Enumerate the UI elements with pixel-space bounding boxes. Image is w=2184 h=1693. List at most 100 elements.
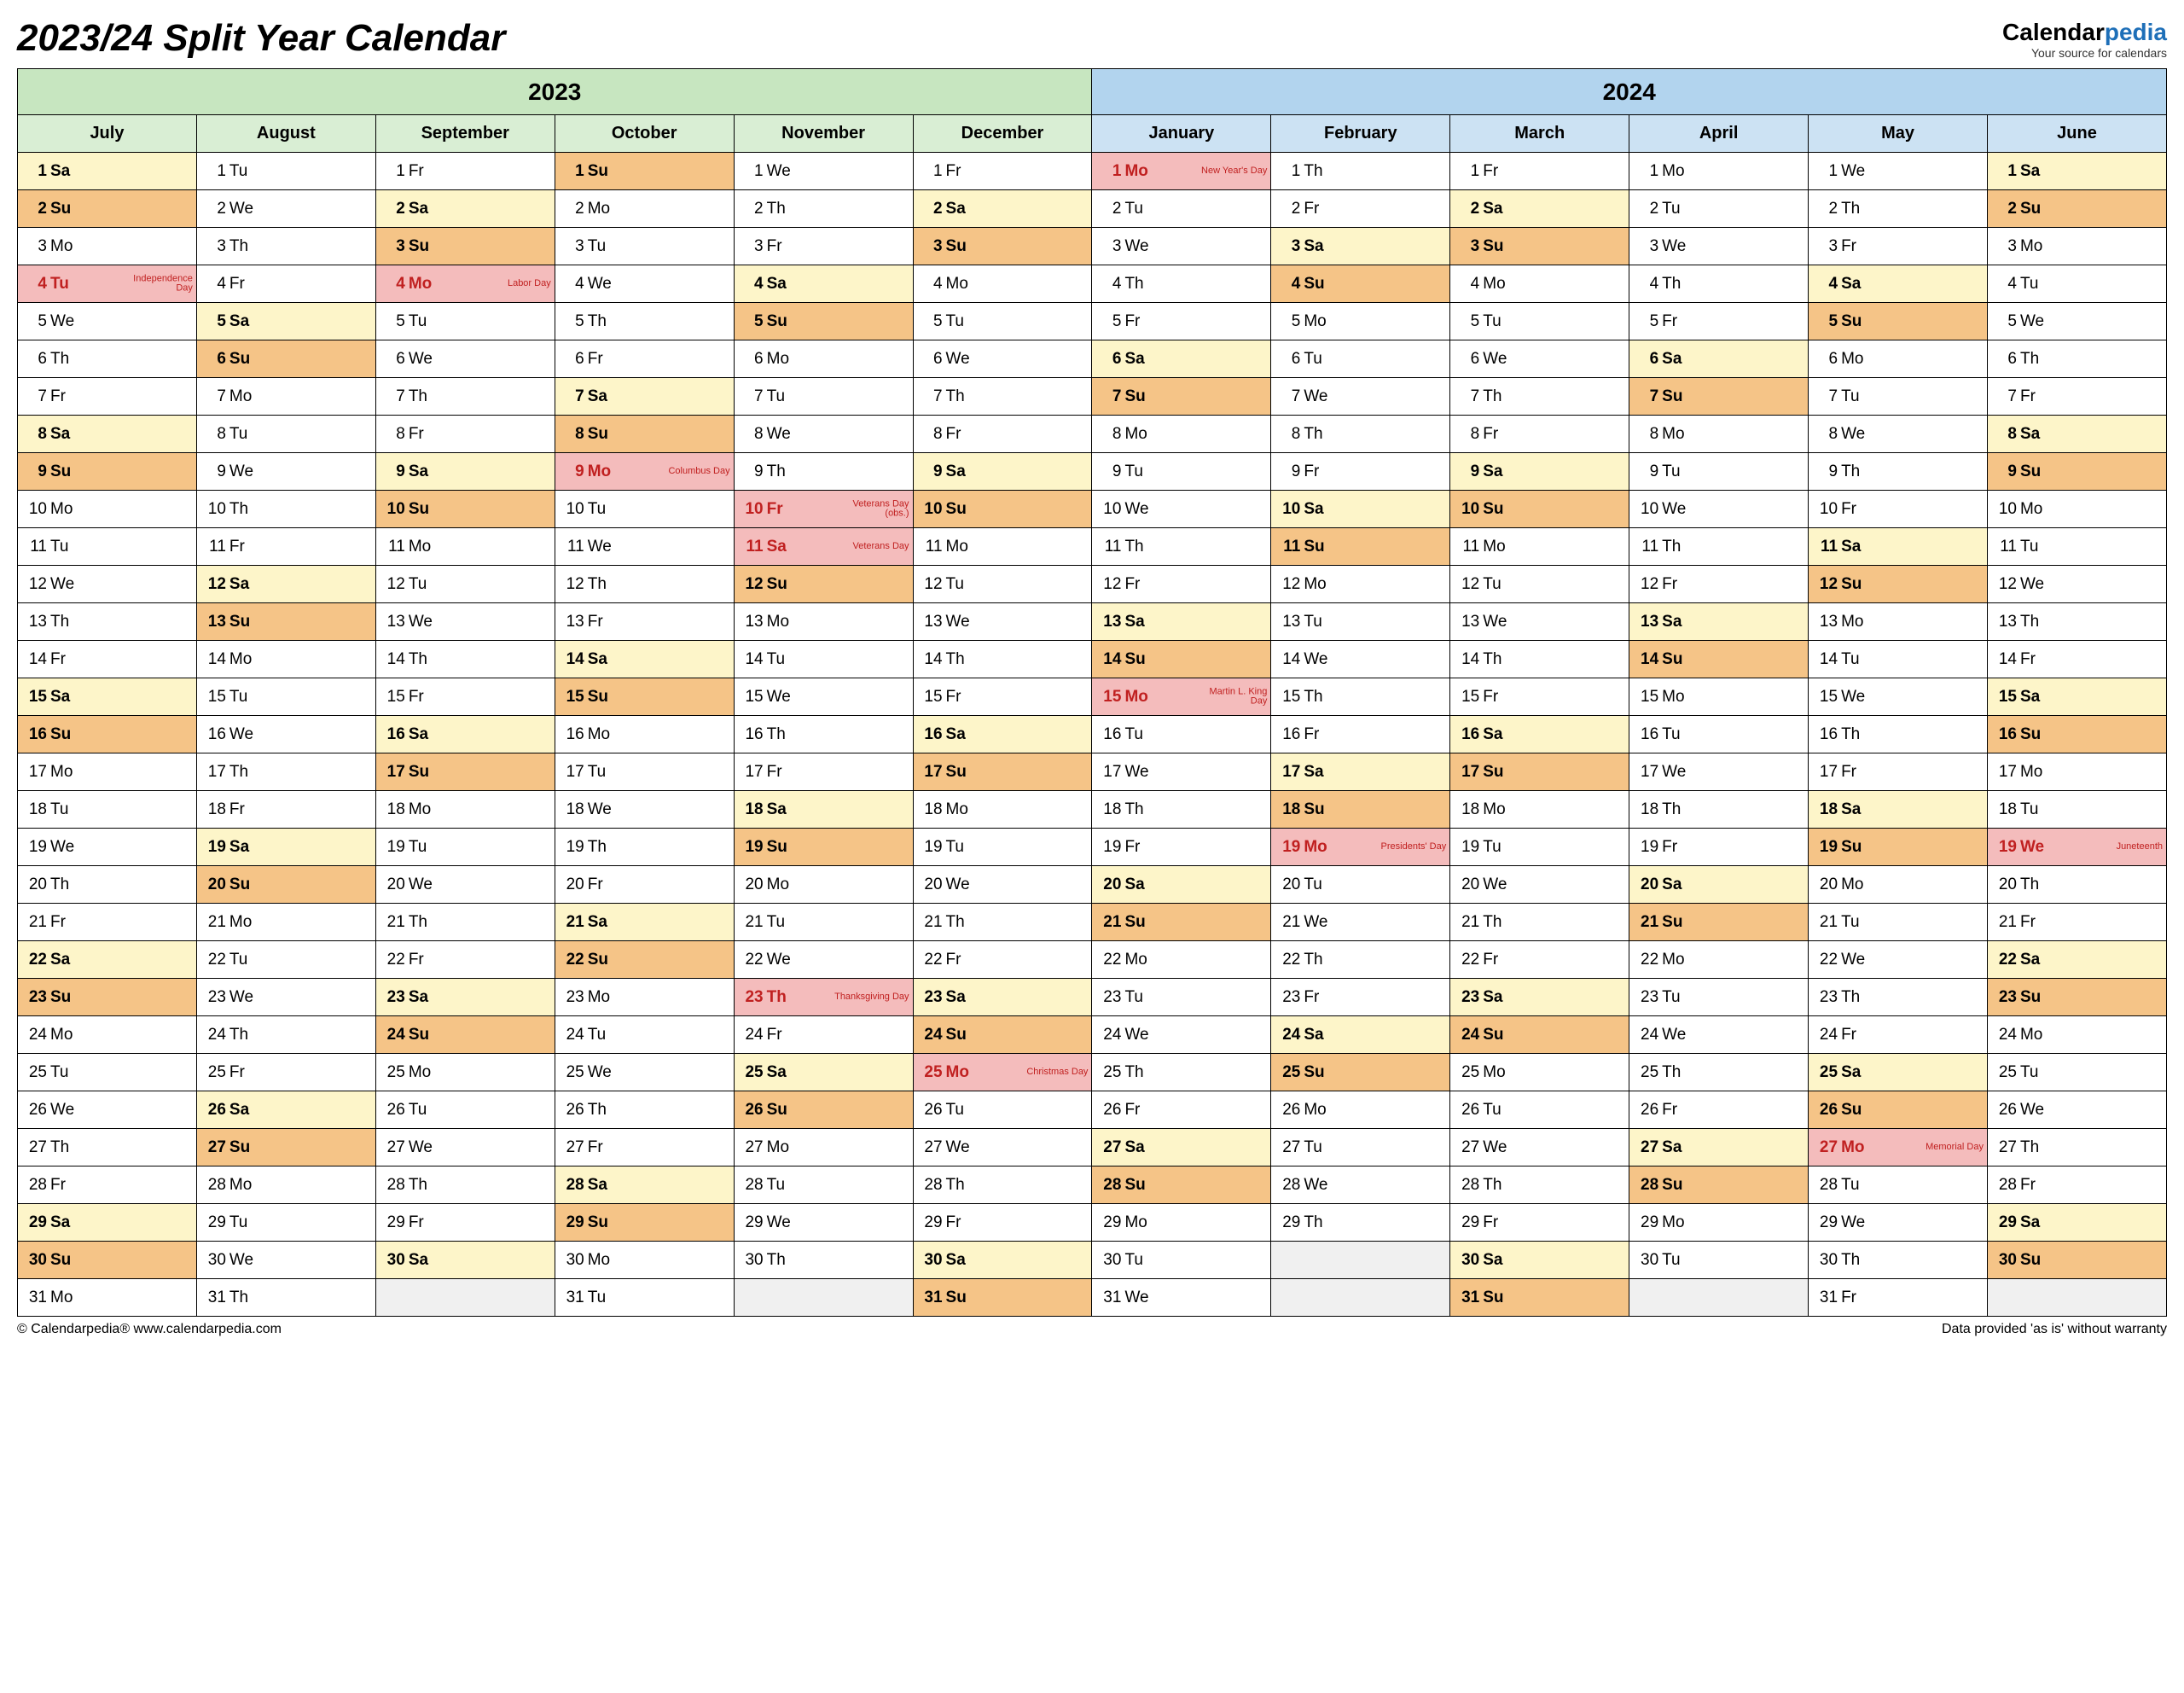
day-of-week: Tu (1662, 463, 1680, 481)
day-of-week: Sa (409, 200, 428, 218)
day-number: 20 (23, 876, 47, 894)
day-of-week: Tu (1662, 725, 1680, 744)
day-cell: 5Tu (1450, 303, 1629, 340)
day-number: 16 (1455, 725, 1479, 744)
empty-cell (734, 1279, 913, 1317)
day-cell: 25Sa (1809, 1054, 1988, 1091)
day-cell: 25Th (1629, 1054, 1809, 1091)
day-number: 25 (1455, 1063, 1479, 1082)
day-cell: 29We (734, 1204, 913, 1242)
day-number: 16 (202, 725, 226, 744)
day-cell: 16Th (1809, 716, 1988, 753)
day-number: 8 (919, 425, 943, 444)
day-cell: 30We (196, 1242, 375, 1279)
day-of-week: We (767, 951, 791, 969)
day-number: 17 (1635, 763, 1658, 782)
day-cell: 12Fr (1092, 566, 1271, 603)
day-number: 24 (1276, 1026, 1300, 1044)
day-of-week: Fr (409, 1213, 424, 1232)
day-of-week: Th (767, 463, 786, 481)
day-of-week: We (1304, 387, 1327, 406)
day-number: 25 (1276, 1063, 1300, 1082)
day-of-week: Sa (588, 387, 607, 406)
day-number: 3 (1276, 237, 1300, 256)
day-cell: 1Mo (1629, 153, 1809, 190)
day-number: 28 (202, 1176, 226, 1195)
day-of-week: Th (229, 500, 248, 519)
holiday-name: Memorial Day (1926, 1143, 1984, 1153)
day-of-week: Th (229, 1026, 248, 1044)
day-cell: 7Th (375, 378, 555, 416)
day-of-week: Tu (588, 1289, 606, 1307)
day-of-week: Mo (1841, 613, 1863, 631)
day-number: 14 (202, 650, 226, 669)
day-cell: 10Su (1450, 491, 1629, 528)
day-number: 28 (23, 1176, 47, 1195)
empty-cell (1629, 1279, 1809, 1317)
day-cell: 13Fr (555, 603, 734, 641)
day-cell: 24We (1629, 1016, 1809, 1054)
day-number: 20 (740, 876, 764, 894)
day-cell: 2We (196, 190, 375, 228)
day-of-week: Mo (1841, 876, 1863, 894)
day-cell: 16Su (18, 716, 197, 753)
day-cell: 25Tu (1987, 1054, 2166, 1091)
calendar-row: 26We26Sa26Tu26Th26Su26Tu26Fr26Mo26Tu26Fr… (18, 1091, 2167, 1129)
day-of-week: Tu (946, 575, 964, 594)
day-of-week: Tu (229, 688, 247, 707)
day-number: 21 (1276, 913, 1300, 932)
day-cell: 28Fr (18, 1166, 197, 1204)
day-of-week: Tu (1304, 876, 1321, 894)
day-number: 23 (1635, 988, 1658, 1007)
day-of-week: Su (229, 350, 250, 369)
day-number: 26 (740, 1101, 764, 1120)
day-of-week: Tu (229, 425, 247, 444)
day-number: 5 (381, 312, 405, 331)
day-of-week: Sa (1662, 876, 1682, 894)
day-number: 26 (561, 1101, 584, 1120)
day-number: 1 (1097, 162, 1121, 181)
day-number: 11 (1097, 538, 1121, 556)
day-number: 2 (202, 200, 226, 218)
day-number: 22 (1635, 951, 1658, 969)
day-cell: 14Su (1092, 641, 1271, 678)
day-number: 20 (1635, 876, 1658, 894)
day-of-week: We (229, 725, 253, 744)
day-cell: 6Fr (555, 340, 734, 378)
day-of-week: Th (1304, 425, 1322, 444)
day-number: 25 (740, 1063, 764, 1082)
day-of-week: Sa (50, 688, 70, 707)
month-header: February (1271, 115, 1450, 153)
holiday-cell: 27MoMemorial Day (1809, 1129, 1988, 1166)
day-cell: 9Sa (913, 453, 1092, 491)
day-of-week: Su (229, 876, 250, 894)
day-cell: 22We (1809, 941, 1988, 979)
day-cell: 1Su (555, 153, 734, 190)
day-cell: 18We (555, 791, 734, 829)
day-cell: 10We (1092, 491, 1271, 528)
day-cell: 8Fr (1450, 416, 1629, 453)
day-number: 14 (1814, 650, 1838, 669)
day-of-week: Th (409, 1176, 427, 1195)
day-cell: 20Tu (1271, 866, 1450, 904)
day-cell: 13We (913, 603, 1092, 641)
day-of-week: Sa (1662, 1138, 1682, 1157)
day-of-week: Su (409, 237, 429, 256)
day-of-week: We (409, 613, 433, 631)
day-of-week: Fr (50, 650, 66, 669)
day-of-week: Th (1662, 538, 1681, 556)
day-cell: 10Tu (555, 491, 734, 528)
day-of-week: Th (1483, 650, 1502, 669)
day-number: 8 (23, 425, 47, 444)
day-number: 30 (1455, 1251, 1479, 1270)
day-cell: 8Fr (375, 416, 555, 453)
day-cell: 6Mo (734, 340, 913, 378)
day-of-week: Th (1483, 387, 1502, 406)
day-of-week: We (1304, 650, 1327, 669)
day-of-week: Fr (1841, 500, 1856, 519)
day-number: 9 (381, 463, 405, 481)
day-cell: 6We (1450, 340, 1629, 378)
day-number: 1 (1276, 162, 1300, 181)
day-of-week: Tu (50, 1063, 68, 1082)
day-of-week: Mo (229, 1176, 252, 1195)
